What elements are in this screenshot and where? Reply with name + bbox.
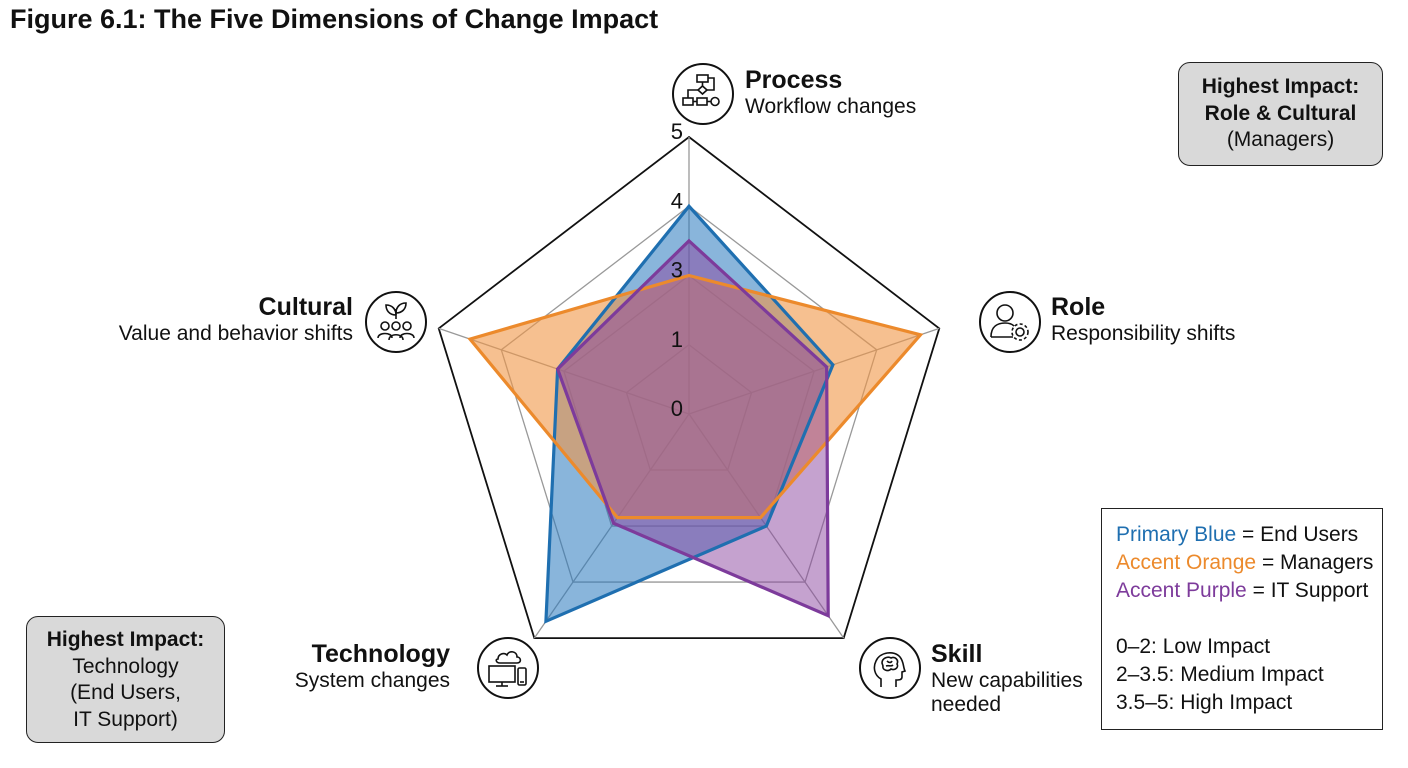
legend-label: = Managers [1261,551,1374,574]
legend-color-name: Accent Purple [1116,579,1247,602]
axis-name: Cultural [258,293,353,321]
figure-title: Figure 6.1: The Five Dimensions of Chang… [10,4,659,34]
axis-name: Process [745,66,843,94]
legend-label: = End Users [1242,523,1359,546]
legend-color-name: Accent Orange [1116,551,1257,574]
legend-entry-end-users: Primary Blue = End Users [1116,521,1382,549]
series-line-it-support [555,238,830,619]
radial-tick-label: 4 [671,188,683,213]
callout-line: (End Users, [70,681,181,705]
callout-line: Technology [72,654,179,678]
flowchart-icon [672,63,734,125]
scale-low: 0–2: Low Impact [1116,635,1271,658]
axis-description: New capabilities needed [931,668,1083,716]
legend-entry-managers: Accent Orange = Managers [1116,549,1382,577]
callout-heading: Highest Impact: [46,628,205,651]
scale-high: 3.5–5: High Impact [1116,691,1293,714]
radial-tick-label: 5 [671,119,683,144]
axis-name: Technology [311,640,450,668]
axis-description: System changes [294,668,450,692]
callout-line: (Managers) [1226,128,1335,152]
legend-entry-it-support: Accent Purple = IT Support [1116,577,1382,605]
scale-medium: 2–3.5: Medium Impact [1116,663,1324,686]
callout-heading: Highest Impact: [1201,75,1360,98]
axis-name: Role [1051,293,1106,321]
callout-highest-impact-technology: Highest Impact: Technology (End Users, I… [26,616,225,743]
head-brain-icon [859,637,921,699]
axis-description: Responsibility shifts [1051,321,1236,345]
legend-color-name: Primary Blue [1116,523,1237,546]
plant-people-icon [365,291,427,353]
callout-highest-impact-managers: Highest Impact: Role & Cultural (Manager… [1178,62,1383,166]
radar-series [467,203,924,624]
axis-label-process: Process Workflow changes [745,66,916,119]
legend: Primary Blue = End Users Accent Orange =… [1101,508,1383,730]
callout-line: Role & Cultural [1204,101,1357,125]
axis-description: Workflow changes [745,94,917,118]
radial-tick-label: 1 [671,327,683,352]
series-area-it-support [557,240,829,616]
grid-ring [437,135,941,639]
radial-tick-labels: 0 1 3 4 5 [671,119,683,421]
axis-name: Skill [931,640,983,668]
radial-tick-label: 3 [671,258,683,283]
axis-description: Value and behavior shifts [118,321,353,345]
axis-label-role: Role Responsibility shifts [1051,293,1235,346]
axis-label-cultural: Cultural Value and behavior shifts [60,293,353,346]
axis-label-technology: Technology System changes [240,640,450,693]
computer-cloud-icon [477,637,539,699]
series-line-end-users [544,203,835,624]
series-line-managers [467,273,924,520]
person-gear-icon [979,291,1041,353]
axis-label-skill: Skill New capabilities needed [931,640,1101,717]
callout-line: IT Support) [73,707,178,731]
legend-label: = IT Support [1252,579,1369,602]
radial-tick-label: 0 [671,396,683,421]
